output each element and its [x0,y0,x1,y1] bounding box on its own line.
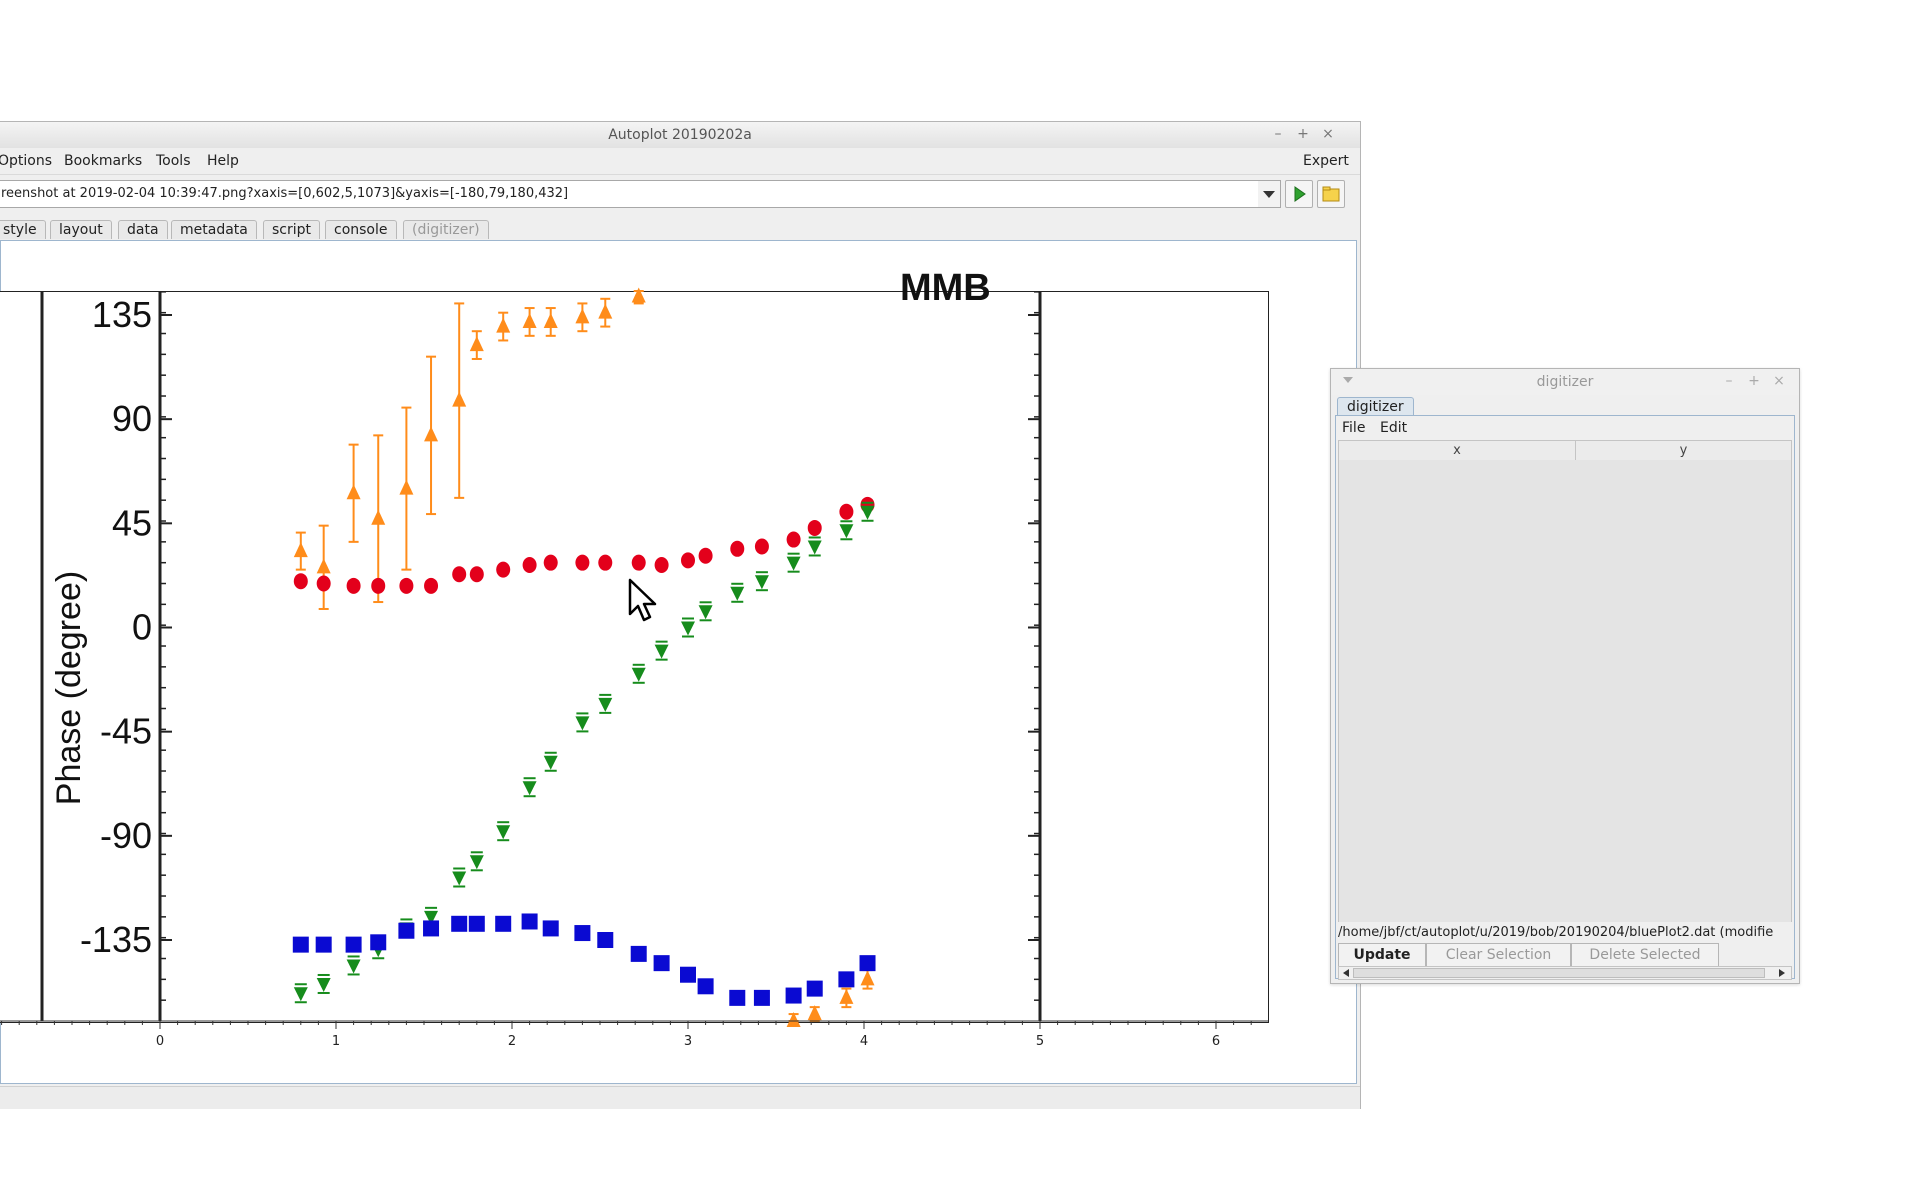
tab-digitizer-panel[interactable]: digitizer [1337,397,1414,416]
window-menu-icon[interactable] [1343,377,1353,385]
expert-menu[interactable]: Expert [1303,153,1349,169]
menubar: Options Bookmarks Tools Help Expert [0,148,1360,175]
tab-metadata[interactable]: metadata [171,220,257,239]
tab-data[interactable]: data [118,220,168,239]
digitizer-close-button[interactable]: × [1773,373,1785,389]
window-title: Autoplot 20190202a [608,127,752,143]
close-button[interactable]: × [1322,126,1334,142]
menu-options[interactable]: Options [0,153,53,169]
digitizer-menu-file[interactable]: File [1342,420,1366,436]
tab-script[interactable]: script [263,220,321,239]
digitizer-menubar: File Edit [1338,418,1790,438]
chevron-down-icon [1263,191,1275,198]
tab-bar: style layout data metadata script consol… [0,220,1360,240]
uri-input[interactable]: reenshot at 2019-02-04 10:39:47.png?xaxi… [0,180,1260,208]
digitizer-minimize-button[interactable]: – [1725,373,1733,389]
scroll-left-icon[interactable] [1341,968,1351,978]
scroll-right-icon[interactable] [1777,968,1787,978]
uri-row: reenshot at 2019-02-04 10:39:47.png?xaxi… [0,180,1360,210]
maximize-button[interactable]: + [1297,126,1309,142]
digitizer-file-path: /home/jbf/ct/autoplot/u/2019/bob/2019020… [1338,925,1774,940]
tab-digitizer[interactable]: (digitizer) [403,220,489,239]
digitizer-buttons: Update Clear Selection Delete Selected [1338,943,1790,967]
column-header-y[interactable]: y [1679,443,1688,458]
digitizer-panel: File Edit x y /home/jbf/ct/autoplot/u/20… [1335,415,1795,980]
status-bar [0,1086,1360,1109]
go-button[interactable] [1285,180,1313,208]
digitizer-title: digitizer [1536,374,1594,390]
autoplot-titlebar[interactable]: Autoplot 20190202a – + × [0,122,1360,149]
menu-help[interactable]: Help [207,153,239,169]
digitizer-menu-edit[interactable]: Edit [1380,420,1408,436]
mouse-cursor-icon [628,578,657,622]
update-button[interactable]: Update [1338,943,1426,967]
digitizer-tabs: digitizer [1335,397,1793,417]
tab-style[interactable]: style [0,220,46,239]
uri-dropdown-button[interactable] [1258,180,1281,208]
column-header-x[interactable]: x [1339,441,1576,460]
plot-image[interactable] [0,291,1269,1023]
menu-bookmarks[interactable]: Bookmarks [64,153,143,169]
folder-icon [1322,186,1340,202]
play-icon [1294,186,1306,202]
clear-selection-button[interactable]: Clear Selection [1426,943,1571,967]
open-file-button[interactable] [1317,180,1345,208]
digitizer-window: digitizer – + × digitizer File Edit x y … [1330,368,1800,984]
digitizer-maximize-button[interactable]: + [1748,373,1760,389]
digitizer-table[interactable] [1338,460,1792,922]
delete-selected-button[interactable]: Delete Selected [1571,943,1719,967]
tab-layout[interactable]: layout [50,220,112,239]
scrollbar-thumb[interactable] [1353,968,1765,978]
menu-tools[interactable]: Tools [156,153,191,169]
digitizer-titlebar[interactable]: digitizer – + × [1331,369,1799,395]
horizontal-scrollbar[interactable] [1338,966,1792,980]
tab-console[interactable]: console [325,220,397,239]
digitizer-table-header: x y [1338,440,1792,461]
minimize-button[interactable]: – [1274,126,1282,142]
